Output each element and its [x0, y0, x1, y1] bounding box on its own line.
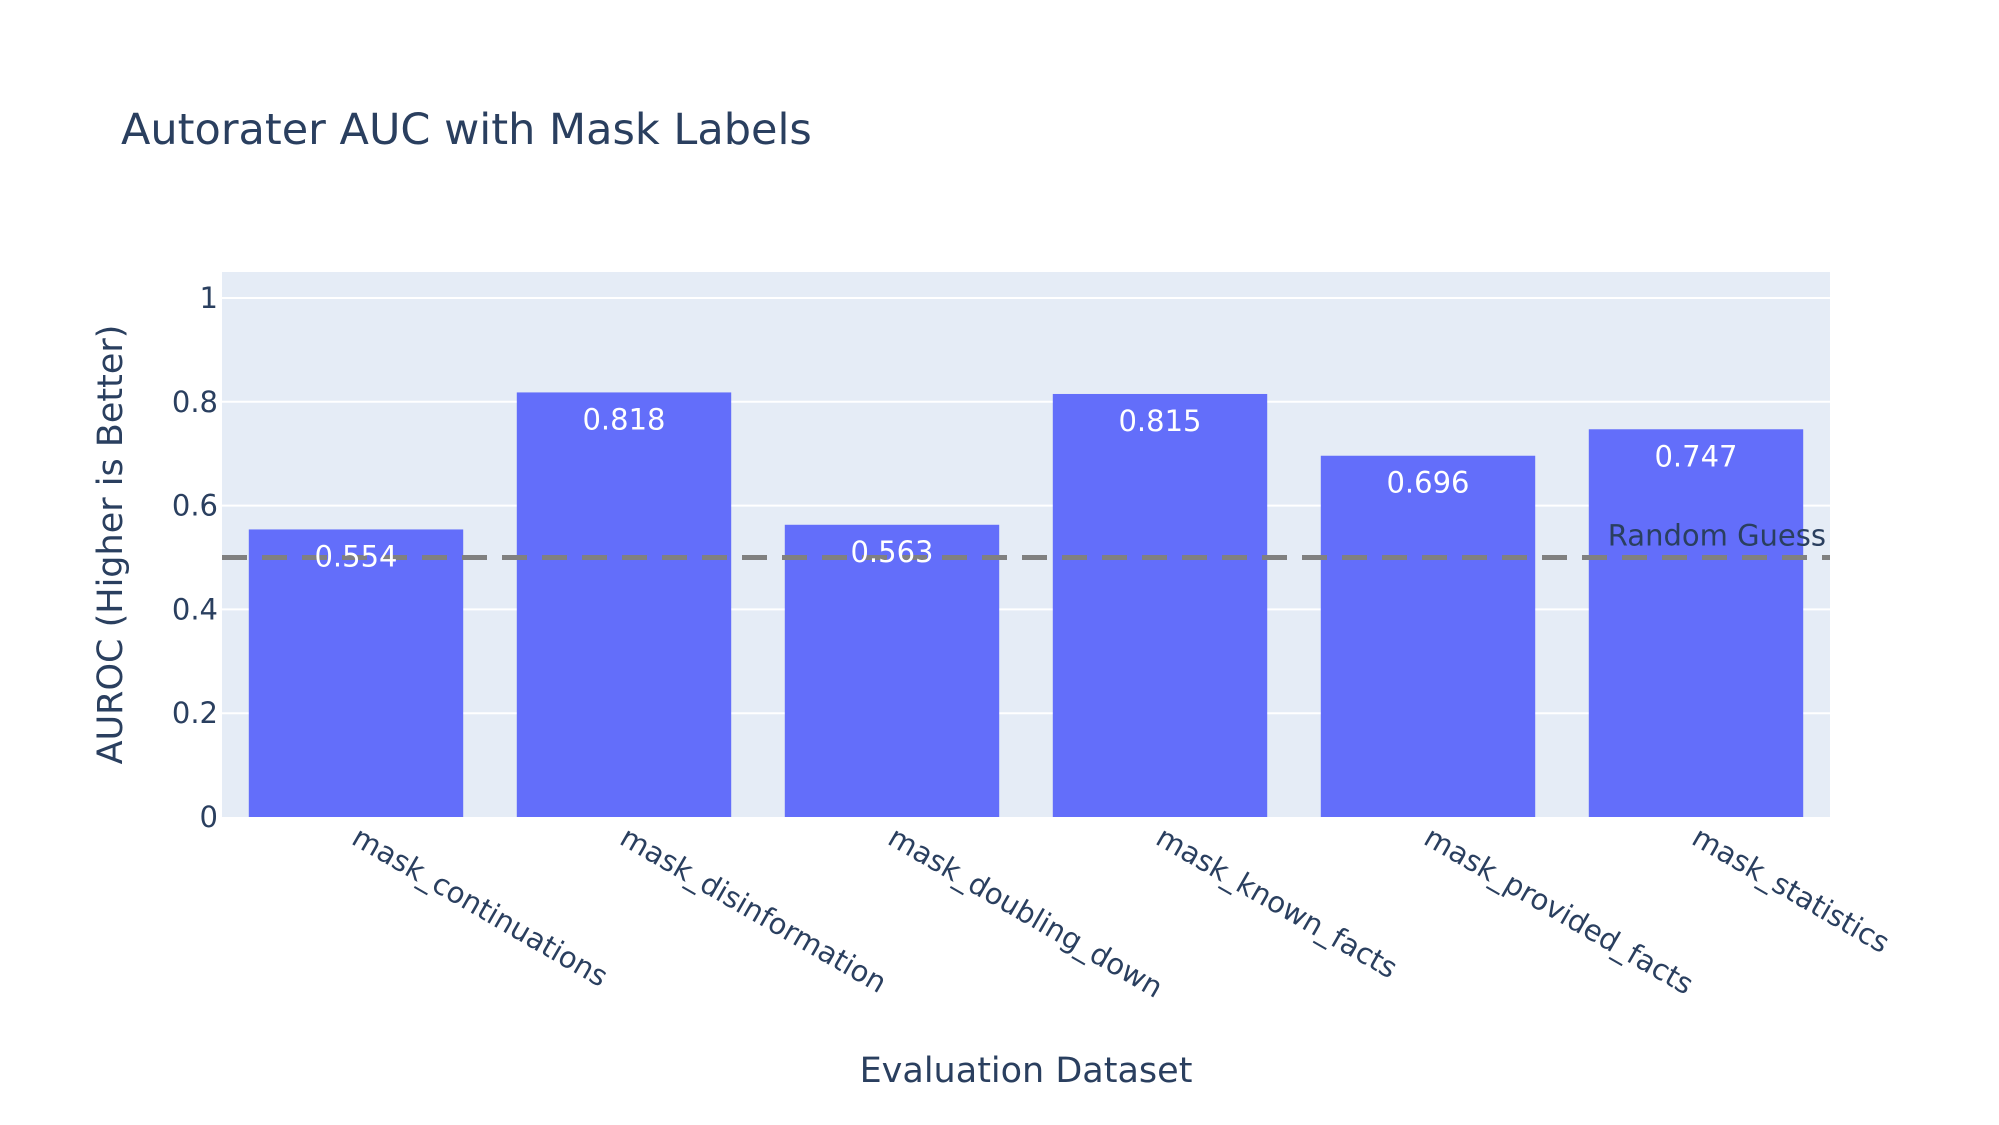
- bar-value-labels: 0.554 0.818 0.563 0.815 0.696 0.747: [314, 402, 1737, 573]
- y-axis-title: AUROC (Higher is Better): [91, 325, 131, 765]
- y-tick-label: 0.2: [172, 696, 218, 730]
- x-axis-ticks: mask_continuations mask_disinformationmas…: [347, 820, 1896, 1005]
- y-tick-label: 1: [200, 281, 218, 315]
- gridlines: [222, 296, 1830, 715]
- chart-title: Autorater AUC with Mask Labels: [121, 105, 812, 155]
- x-axis-title: Evaluation Dataset: [860, 1051, 1193, 1091]
- bar-mask_known_facts: [1052, 393, 1268, 817]
- bar-mask_doubling_down: [784, 524, 1000, 817]
- bar-value-label: 0.696: [1386, 466, 1469, 500]
- bar-value-label: 0.815: [1118, 404, 1201, 438]
- x-tick-label: mask_continuations: [347, 820, 614, 994]
- reference-line-group: Random Guess: [222, 518, 1830, 560]
- bar-value-label: 0.747: [1654, 439, 1737, 473]
- bar-value-label: 0.554: [314, 539, 397, 573]
- bars: [248, 392, 1804, 817]
- y-tick-label: 0: [200, 800, 218, 834]
- bar-mask_continuations: [248, 529, 464, 817]
- bar-mask_disinformation: [516, 392, 732, 817]
- x-tick-label: mask_known_facts: [1151, 820, 1404, 986]
- x-tick-label: mask_doubling_down: [883, 820, 1169, 1005]
- plot-area: [222, 272, 1830, 817]
- bar-value-label: 0.563: [850, 535, 933, 569]
- bar-mask_statistics: [1588, 429, 1804, 817]
- x-tick-label: mask_provided_facts: [1419, 820, 1700, 1002]
- x-tick-label: mask_disinformation: [615, 820, 893, 1000]
- bar-value-label: 0.818: [582, 402, 665, 436]
- y-tick-label: 0.6: [172, 489, 218, 523]
- random-guess-label: Random Guess: [1608, 518, 1826, 552]
- y-tick-label: 0.8: [172, 385, 218, 419]
- bar-mask_provided_facts: [1320, 455, 1536, 817]
- y-axis-ticks: 0 0.2 0.4 0.6 0.8 1: [172, 281, 218, 834]
- x-tick-label: mask_statistics: [1687, 820, 1896, 960]
- y-tick-label: 0.4: [172, 592, 218, 626]
